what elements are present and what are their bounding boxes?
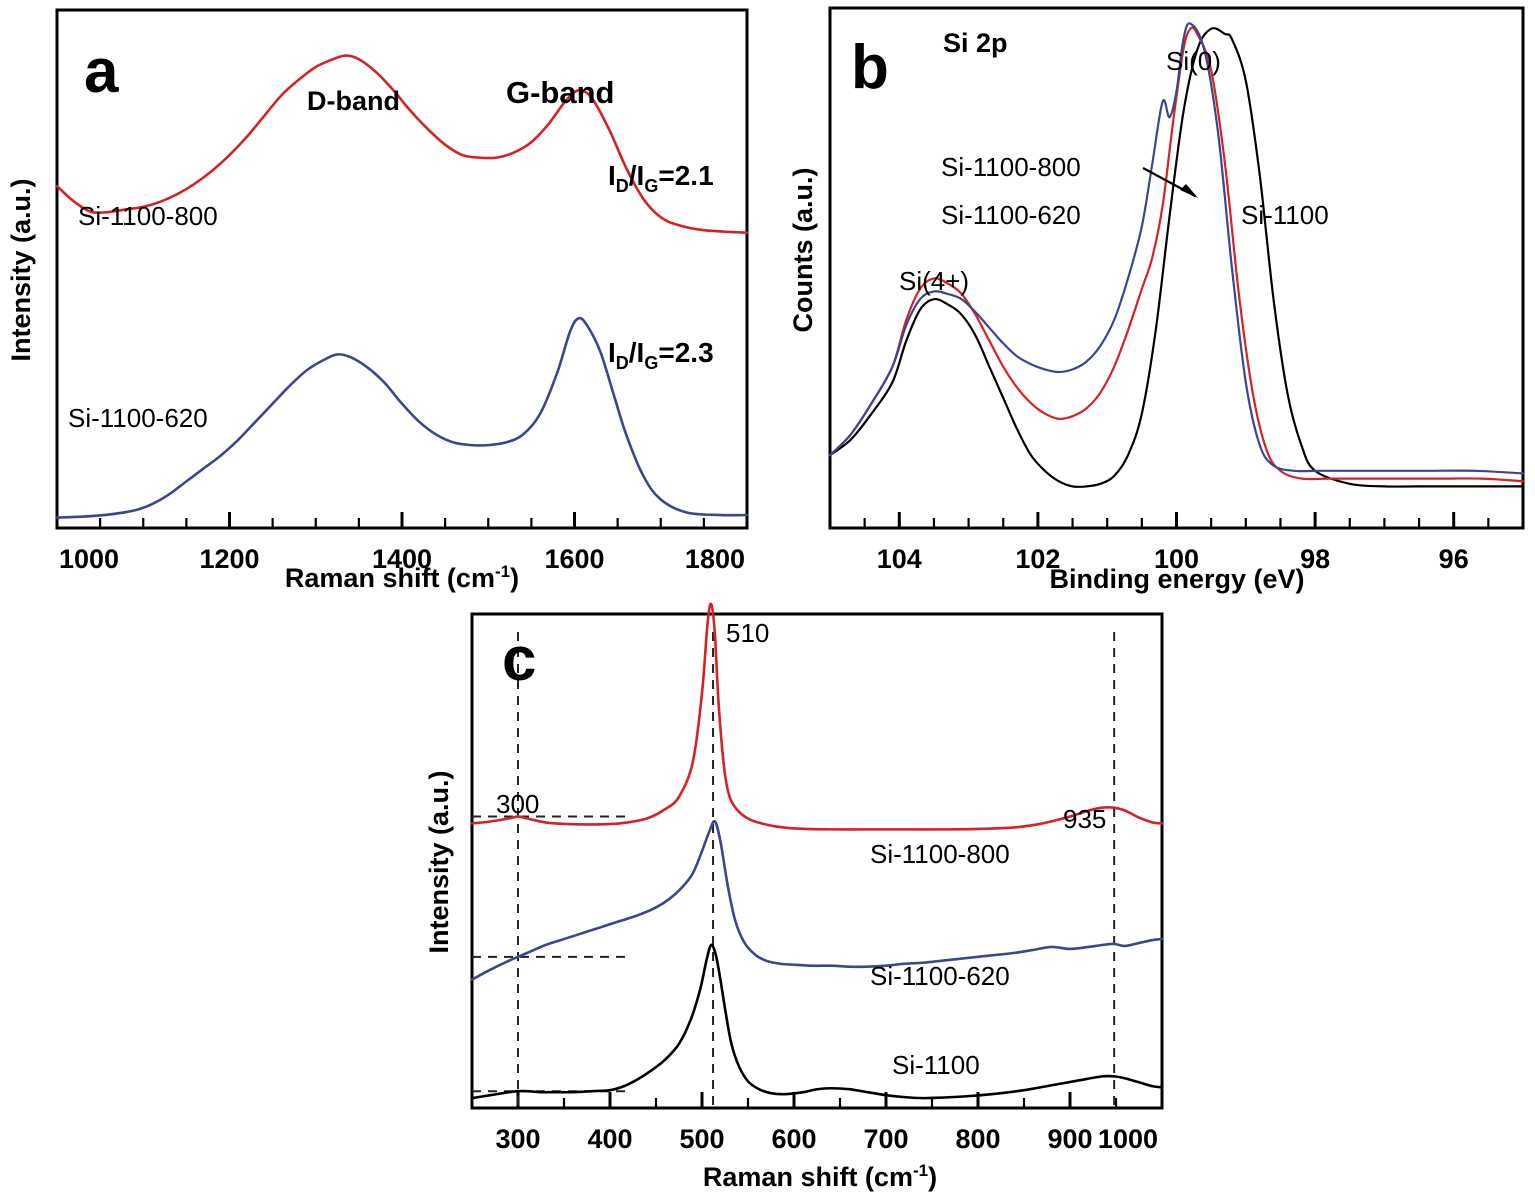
svg-text:ID/IG=2.1: ID/IG=2.1: [608, 160, 714, 196]
spectrum-si-1100: [828, 27, 1525, 488]
id-ig-ratio-blue: ID/IG=2.3: [608, 337, 714, 373]
panel-c-tick-labels: 300 400 500 600 700 800 900 1000: [495, 1124, 1158, 1154]
panel-b-tick-labels: 104 102 100 98 96: [877, 544, 1469, 574]
panel-c-curves: [470, 602, 1164, 1100]
panel-b-curves: [828, 22, 1525, 488]
spectrum-si-1100-620: [828, 22, 1525, 475]
x-tick-label: 100: [1154, 544, 1199, 574]
spectrum-si-1100-800: [55, 54, 749, 235]
panel-a-svg: 1000 1200 1400 1600 1800 a D-band G-band Si-…: [6, 8, 749, 593]
curve-label-si-1100-b: Si-1100: [1241, 200, 1329, 230]
ratio-red-value: =2.1: [658, 160, 713, 191]
panel-a-xaxis-title: Raman shift (cm-1): [285, 562, 519, 593]
panel-b-ticks: [828, 512, 1525, 528]
panel-c-svg: 300 400 500 600 700 800 900 1000 c 300 510 935 …: [424, 602, 1164, 1192]
x-tick-label: 1400: [372, 544, 432, 574]
si-zero-label: Si(0): [1166, 46, 1221, 76]
x-tick-label: 400: [587, 1124, 632, 1154]
panel-letter-a: a: [84, 37, 119, 106]
si-four-plus-label: Si(4+): [899, 266, 969, 296]
ratio-red-sub-d: D: [616, 176, 629, 196]
panel-a-yaxis-title: Intensity (a.u.): [6, 178, 36, 361]
curve-label-si-1100-620-a: Si-1100-620: [68, 403, 208, 433]
panel-c-yaxis-title: Intensity (a.u.): [424, 770, 454, 953]
panel-b-xaxis-title: Binding energy (eV): [1049, 564, 1304, 594]
x-tick-label: 1000: [1098, 1124, 1158, 1154]
panel-c-xaxis-title: Raman shift (cm-1): [703, 1161, 937, 1192]
ratio-red-slash-i: /I: [629, 160, 645, 191]
panel-b-yaxis-title: Counts (a.u.): [788, 168, 818, 333]
ratio-blue-sub-g: G: [644, 353, 658, 373]
ratio-blue-i1: I: [608, 337, 616, 368]
spectrum-si-1100-620: [55, 316, 749, 519]
panel-c-xaxis-close: ): [928, 1162, 937, 1192]
spectrum-si-1100-800: [470, 602, 1164, 831]
panel-a-xaxis-close: ): [510, 563, 519, 593]
curve-label-si-1100-c: Si-1100: [892, 1050, 980, 1080]
x-tick-label: 900: [1047, 1124, 1092, 1154]
curve-label-si-1100-800-a: Si-1100-800: [78, 201, 218, 231]
panel-b-svg: 104 102 100 98 96 b Si 2p Si(0) Si(4+) Si-11…: [788, 6, 1525, 594]
peak-label-510: 510: [726, 618, 769, 648]
panel-letter-b: b: [851, 33, 889, 102]
peak-label-935: 935: [1063, 804, 1106, 834]
x-tick-label: 96: [1439, 544, 1469, 574]
x-tick-label: 1000: [59, 544, 119, 574]
panel-c-frame: [470, 612, 1164, 1110]
spectrum-si-1100: [470, 943, 1164, 1100]
x-tick-label: 500: [679, 1124, 724, 1154]
spectrum-si-1100-620: [470, 819, 1164, 981]
panel-letter-c: c: [502, 625, 536, 694]
panel-c-xaxis-main: Raman shift (cm: [703, 1162, 913, 1192]
d-band-label: D-band: [307, 86, 400, 116]
x-tick-label: 104: [877, 544, 922, 574]
si-2p-label: Si 2p: [943, 28, 1008, 58]
x-tick-label: 600: [771, 1124, 816, 1154]
panel-a-curves: [55, 54, 749, 519]
panel-a-tick-labels: 1000 1200 1400 1600 1800: [59, 544, 745, 574]
x-tick-label: 800: [955, 1124, 1000, 1154]
ratio-blue-slash-i: /I: [629, 337, 645, 368]
x-tick-label: 300: [495, 1124, 540, 1154]
g-band-label: G-band: [506, 75, 615, 110]
peak-label-300: 300: [496, 789, 539, 819]
panel-a-ticks: [55, 512, 749, 528]
panel-c-raman-si: 300 400 500 600 700 800 900 1000 c 300 510 935 …: [424, 600, 1230, 1196]
panel-a-raman-dg: 1000 1200 1400 1600 1800 a D-band G-band Si-…: [0, 0, 790, 600]
id-ig-ratio-red: ID/IG=2.1: [608, 160, 714, 196]
panel-a-frame: [55, 8, 749, 530]
x-tick-label: 1600: [544, 544, 604, 574]
ratio-red-sub-g: G: [644, 176, 658, 196]
curve-label-si-1100-800-c: Si-1100-800: [870, 839, 1010, 869]
ratio-red-i1: I: [608, 160, 616, 191]
ratio-blue-value: =2.3: [658, 337, 713, 368]
panel-a-xaxis-main: Raman shift (cm: [285, 563, 495, 593]
svg-text:ID/IG=2.3: ID/IG=2.3: [608, 337, 714, 373]
panel-c-xaxis-sup: -1: [913, 1161, 928, 1180]
x-tick-label: 98: [1300, 544, 1330, 574]
curve-label-si-1100-620-b: Si-1100-620: [941, 200, 1081, 230]
ratio-blue-sub-d: D: [616, 353, 629, 373]
spectrum-si-1100-800: [828, 26, 1525, 483]
curve-label-si-1100-620-c: Si-1100-620: [870, 961, 1010, 991]
x-tick-label: 1200: [199, 544, 259, 574]
panel-b-xps-si2p: 104 102 100 98 96 b Si 2p Si(0) Si(4+) Si-11…: [788, 0, 1535, 600]
x-tick-label: 700: [863, 1124, 908, 1154]
x-tick-label: 1800: [685, 544, 745, 574]
x-tick-label: 102: [1015, 544, 1060, 574]
curve-label-si-1100-800-b: Si-1100-800: [941, 152, 1081, 182]
panel-a-xaxis-sup: -1: [495, 562, 510, 581]
pointer-arrow-to-red-curve: [1142, 167, 1198, 198]
